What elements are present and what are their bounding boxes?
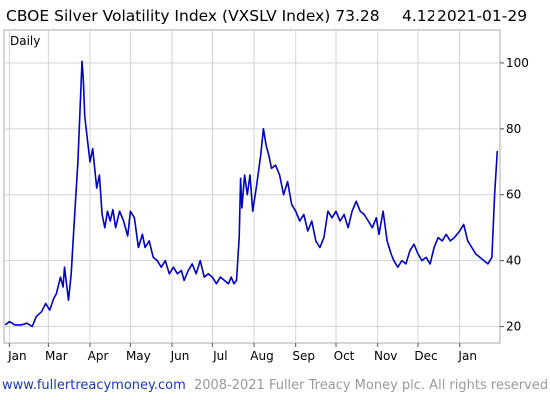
footer-copyright: 2008-2021 Fuller Treacy Money plc. All r… bbox=[194, 378, 548, 393]
x-axis: Jan Mar Apr May Jun Jul Aug Sep Oct Nov Dec Jan bbox=[7, 343, 477, 363]
y-tick-label: 60 bbox=[506, 188, 521, 202]
x-tick-label: Dec bbox=[414, 349, 437, 363]
series-line bbox=[4, 60, 499, 328]
x-tick-label: Oct bbox=[334, 349, 355, 363]
y-tick-label: 40 bbox=[506, 254, 521, 268]
x-tick-label: May bbox=[126, 349, 151, 363]
x-tick-label: Jul bbox=[212, 349, 227, 363]
x-tick-label: Jan bbox=[7, 349, 27, 363]
x-tick-label: Sep bbox=[292, 349, 315, 363]
footer-site-link[interactable]: www.fullertreacymoney.com bbox=[2, 378, 186, 393]
legend-daily: Daily bbox=[10, 34, 40, 48]
x-tick-label: Nov bbox=[374, 349, 397, 363]
x-tick-label: Mar bbox=[45, 349, 68, 363]
y-tick-label: 20 bbox=[506, 320, 521, 334]
x-tick-label: Aug bbox=[250, 349, 273, 363]
x-tick-label: Apr bbox=[88, 349, 109, 363]
chart-date: 2021-01-29 bbox=[437, 7, 527, 25]
x-tick-label: Jun bbox=[170, 349, 190, 363]
price-change: 4.12 bbox=[402, 7, 437, 25]
x-tick-label: Jan bbox=[457, 349, 477, 363]
chart-title: CBOE Silver Volatility Index (VXSLV Inde… bbox=[6, 7, 380, 25]
plot-area bbox=[3, 29, 501, 344]
y-tick-label: 100 bbox=[506, 56, 529, 70]
date-backdrop bbox=[434, 3, 502, 27]
y-axis: 20 40 60 80 100 bbox=[500, 56, 529, 334]
y-tick-label: 80 bbox=[506, 122, 521, 136]
